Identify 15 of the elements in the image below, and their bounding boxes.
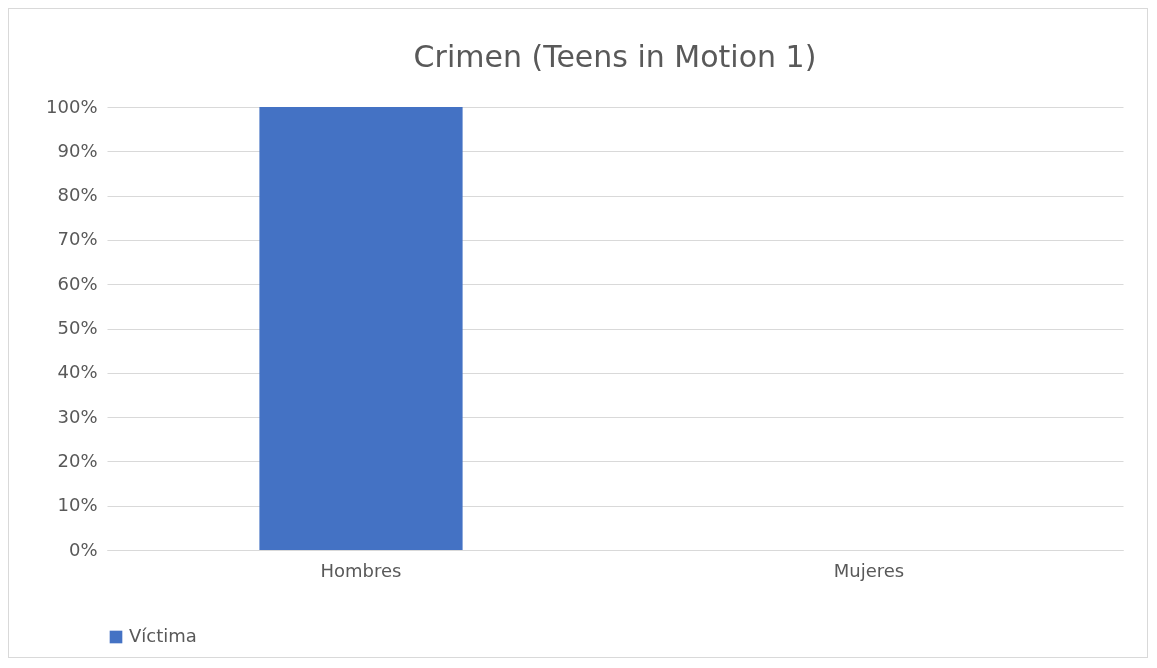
y-tick-label: 20%	[57, 449, 98, 471]
y-tick-label: 10%	[57, 494, 98, 516]
y-tick-label: 70%	[57, 228, 98, 250]
chart-title: Crimen (Teens in Motion 1)	[413, 39, 817, 74]
y-tick-label: 50%	[57, 317, 98, 338]
legend-label: Víctima	[129, 625, 197, 646]
y-tick-label: 0%	[68, 538, 98, 560]
y-tick-label: 30%	[57, 405, 98, 427]
x-tick-label: Hombres	[320, 559, 402, 581]
y-tick-label: 40%	[57, 361, 98, 383]
y-tick-label: 80%	[57, 184, 98, 206]
y-tick-label: 60%	[57, 272, 98, 294]
y-tick-label: 100%	[46, 95, 98, 117]
y-tick-label: 90%	[57, 139, 98, 161]
x-tick-label: Mujeres	[833, 559, 905, 581]
